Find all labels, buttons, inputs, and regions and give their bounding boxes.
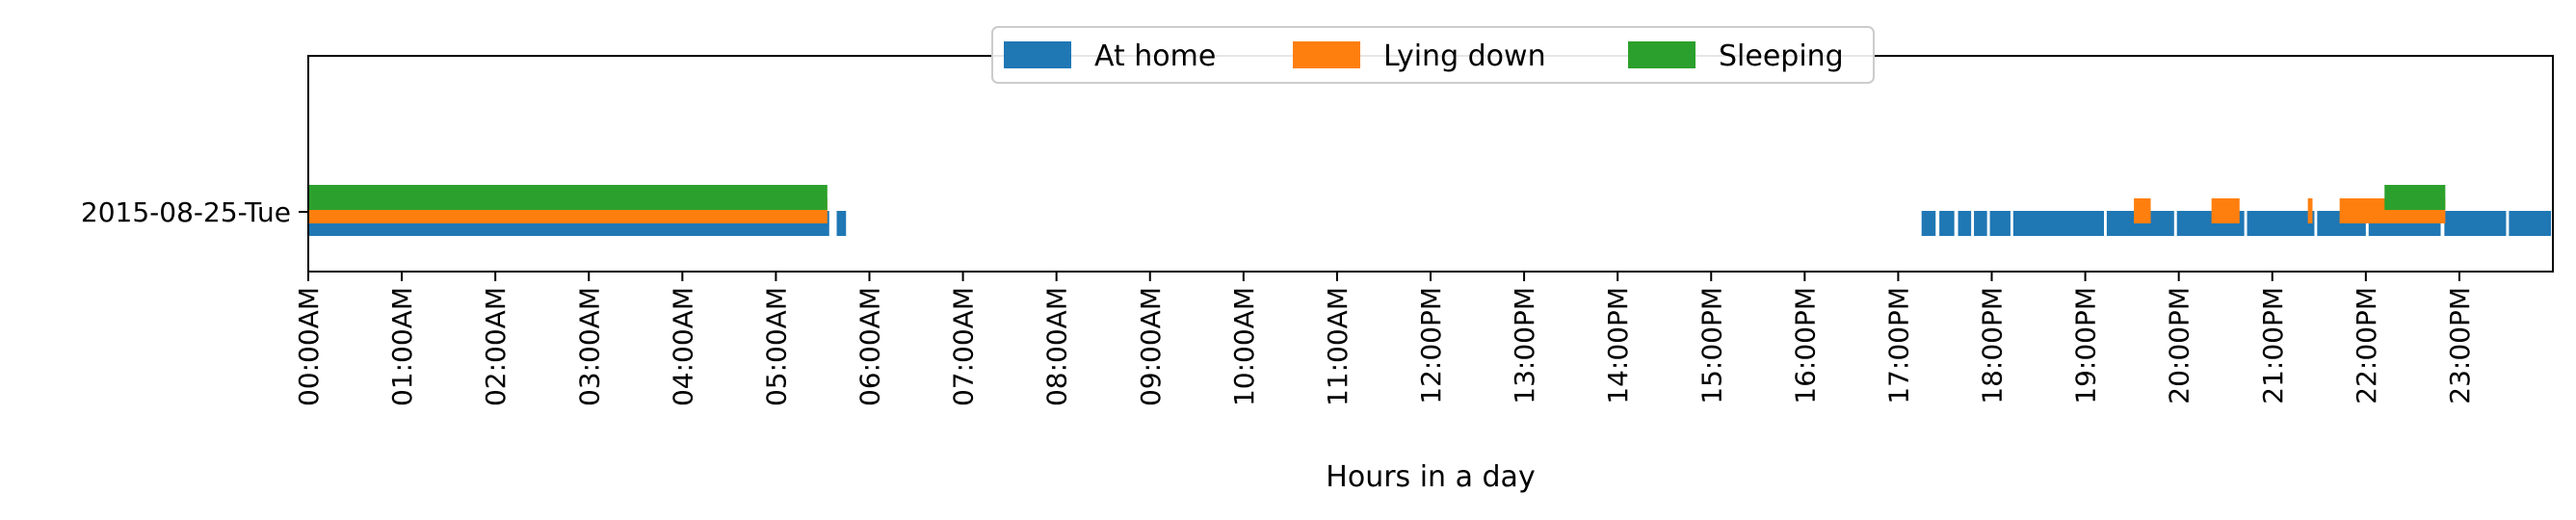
- bar-lying-down-3: [2307, 198, 2313, 223]
- legend-box: [991, 26, 1875, 84]
- legend-swatch-1: [1293, 41, 1360, 68]
- bar-at-home-14: [2509, 211, 2552, 236]
- x-tick-label: 11:00AM: [1322, 287, 1354, 406]
- bar-at-home-10: [2247, 211, 2315, 236]
- x-tick-label: 10:00AM: [1228, 287, 1260, 406]
- x-tick-label: 21:00PM: [2257, 287, 2289, 404]
- x-tick-label: 15:00PM: [1695, 287, 1727, 404]
- plot-area: [308, 185, 2552, 236]
- x-tick-label: 16:00PM: [1789, 287, 1821, 404]
- x-tick-label: 17:00PM: [1882, 287, 1914, 404]
- y-tick-label: 2015-08-25-Tue: [81, 196, 291, 228]
- x-tick-label: 01:00AM: [386, 287, 418, 406]
- bar-at-home-7: [2012, 211, 2104, 236]
- bar-at-home-4: [1958, 211, 1972, 236]
- x-axis-label: Hours in a day: [1326, 460, 1535, 494]
- bar-at-home-6: [1989, 211, 2011, 236]
- bar-lying-down-2: [2211, 198, 2240, 223]
- bar-sleeping-0: [308, 185, 828, 210]
- x-tick-label: 09:00AM: [1135, 287, 1167, 406]
- x-tick-label: 19:00PM: [2070, 287, 2102, 404]
- bar-at-home-1: [836, 211, 847, 236]
- legend-label-0: At home: [1094, 39, 1216, 73]
- legend-label-1: Lying down: [1383, 39, 1546, 73]
- bar-lying-down-1: [2134, 198, 2151, 223]
- x-tick-label: 06:00AM: [854, 287, 886, 406]
- x-tick-label: 22:00PM: [2351, 287, 2382, 404]
- x-tick-label: 12:00PM: [1415, 287, 1447, 404]
- axes-frame: [307, 55, 2554, 273]
- x-tick-label: 14:00PM: [1602, 287, 1634, 404]
- x-tick-label: 07:00AM: [948, 287, 980, 406]
- bar-at-home-13: [2444, 211, 2507, 236]
- x-tick-label: 23:00PM: [2444, 287, 2476, 404]
- x-tick-label: 18:00PM: [1977, 287, 2009, 404]
- x-tick-label: 02:00AM: [480, 287, 512, 406]
- legend-swatch-2: [1628, 41, 1695, 68]
- bar-at-home-2: [1921, 211, 1936, 236]
- bar-at-home-3: [1939, 211, 1955, 236]
- x-axis: 00:00AM 01:00AM 02:00AM 03:00AM 04:00AM 05:00…: [293, 272, 2476, 406]
- x-tick-label: 03:00AM: [573, 287, 605, 406]
- bar-sleeping-1: [2384, 185, 2446, 210]
- x-tick-label: 08:00AM: [1041, 287, 1073, 406]
- x-tick-label: 00:00AM: [293, 287, 325, 406]
- x-tick-label: 20:00PM: [2164, 287, 2195, 404]
- x-tick-label: 04:00AM: [667, 287, 698, 406]
- legend-swatch-0: [1004, 41, 1071, 68]
- x-tick-label: 05:00AM: [760, 287, 792, 406]
- legend: At home Lying down Sleeping: [991, 26, 1875, 84]
- y-axis: 2015-08-25-Tue: [81, 196, 308, 228]
- legend-label-2: Sleeping: [1719, 39, 1844, 73]
- bar-at-home-5: [1974, 211, 1987, 236]
- x-tick-label: 13:00PM: [1509, 287, 1540, 404]
